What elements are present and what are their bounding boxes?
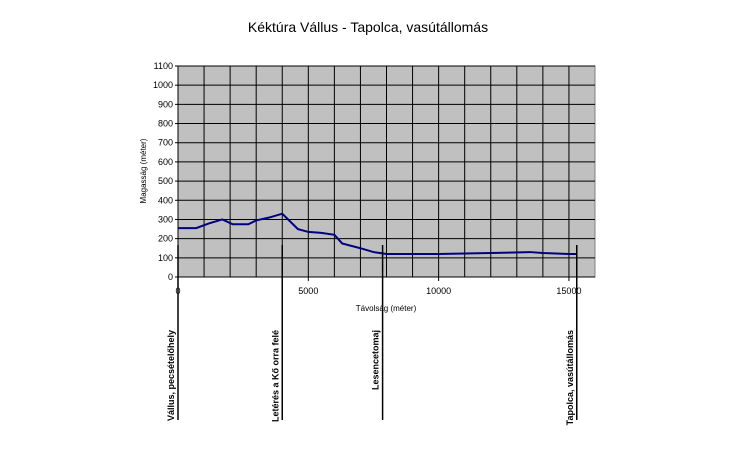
x-axis-label: Távolság (méter) [356, 304, 417, 313]
chart-title: Kéktúra Vállus - Tapolca, vasútállomás [248, 19, 488, 35]
y-tick-label: 1100 [154, 61, 173, 71]
waypoint-label: Tapolca, vasútállomás [565, 330, 575, 425]
y-tick-label: 300 [158, 214, 173, 224]
x-tick-label: 15000 [556, 286, 581, 296]
waypoint-label: Lesencetomaj [371, 330, 381, 390]
waypoint-label: Vállus, pecsételőhely [166, 330, 176, 421]
y-tick-label: 600 [158, 157, 173, 167]
x-tick-label: 5000 [298, 286, 318, 296]
y-tick-label: 100 [158, 253, 173, 263]
line-series [178, 212, 577, 255]
y-tick-label: 900 [158, 99, 173, 109]
y-tick-label: 200 [158, 234, 173, 244]
y-tick-label: 1000 [153, 80, 173, 90]
y-axis-label: Magasság (méter) [139, 138, 148, 203]
y-tick-label: 0 [168, 272, 173, 282]
y-tick-label: 400 [158, 195, 173, 205]
y-tick-label: 700 [158, 138, 173, 148]
waypoint-label: Letérés a Kő orra felé [270, 330, 280, 422]
y-tick-label: 800 [158, 119, 173, 129]
y-tick-label: 500 [158, 176, 173, 186]
x-tick-label: 10000 [426, 286, 451, 296]
